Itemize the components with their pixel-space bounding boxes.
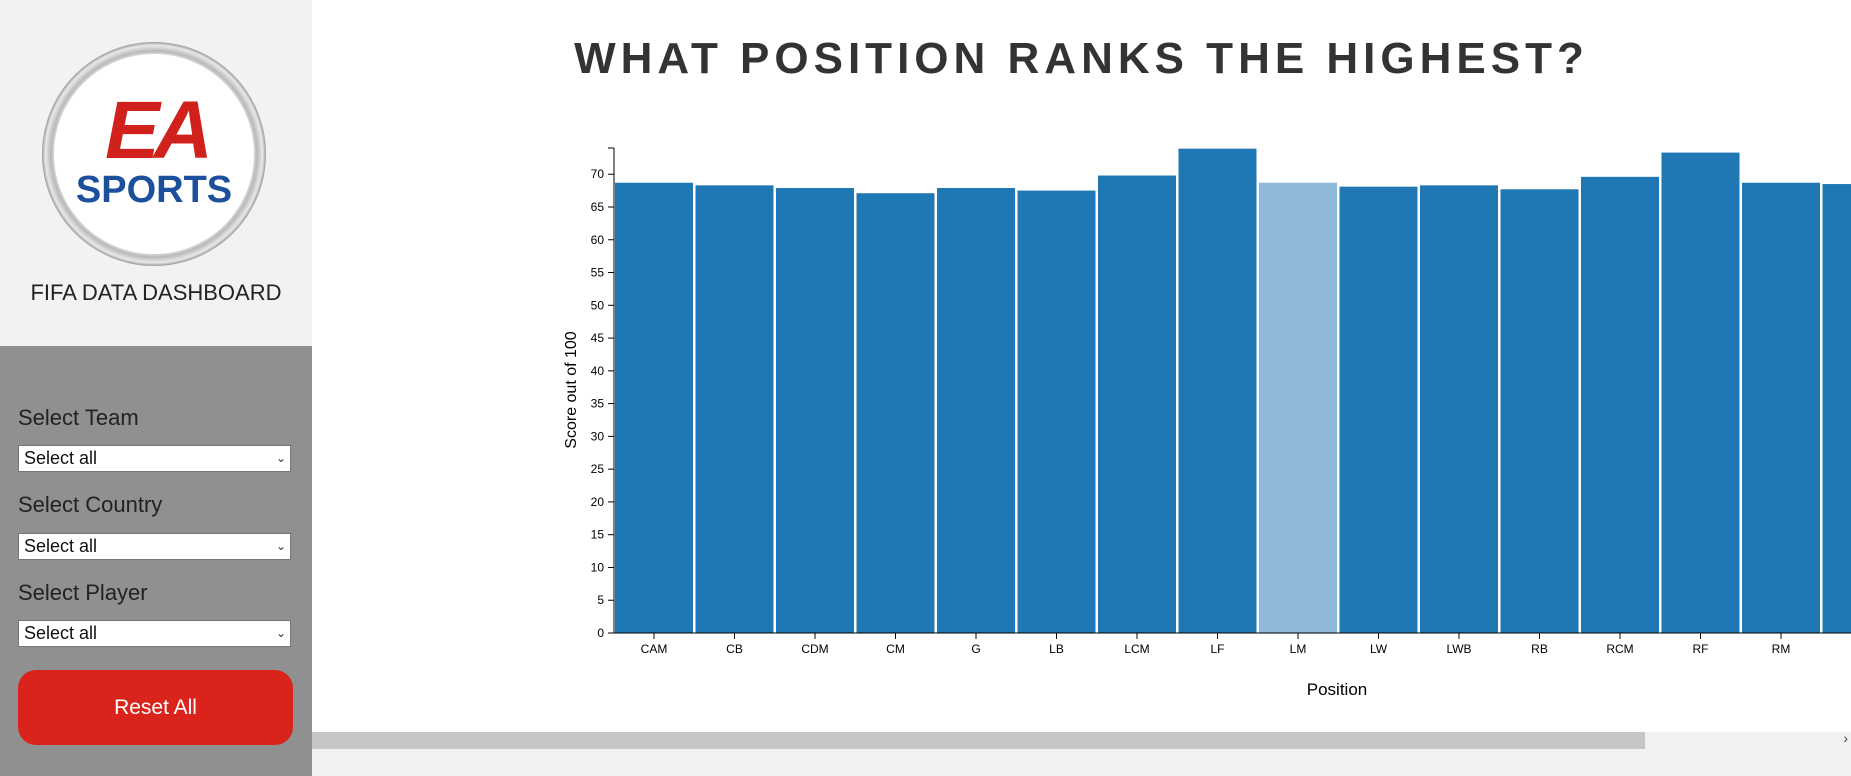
y-tick-label: 0	[597, 626, 604, 640]
x-tick-label-LF: LF	[1210, 642, 1224, 656]
team-select[interactable]: Select all ⌄	[18, 445, 291, 472]
bar-LW	[1339, 186, 1418, 633]
player-select-value: Select all	[24, 623, 98, 643]
reset-all-button[interactable]: Reset All	[18, 670, 293, 745]
y-tick-label: 35	[591, 397, 605, 411]
bar-LCM	[1098, 175, 1176, 633]
y-tick-label: 10	[591, 560, 605, 574]
page-footer-area	[312, 749, 1851, 776]
dashboard-title: FIFA DATA DASHBOARD	[30, 280, 282, 305]
sidebar-header: EA SPORTS FIFA DATA DASHBOARD	[0, 0, 312, 346]
y-tick-label: 40	[591, 364, 605, 378]
chart-panel: WHAT POSITION RANKS THE HIGHEST? 0 5 10 15 2…	[312, 0, 1851, 732]
x-tick-label-LB: LB	[1049, 642, 1064, 656]
x-tick-label-RF: RF	[1693, 642, 1709, 656]
chevron-down-icon: ⌄	[275, 626, 286, 640]
page-title: WHAT POSITION RANKS THE HIGHEST?	[574, 34, 1589, 83]
y-tick-label: 70	[591, 167, 605, 181]
bar-LM[interactable]	[1259, 182, 1337, 633]
bar-partial	[1822, 184, 1851, 633]
x-tick-label-RB: RB	[1531, 642, 1548, 656]
bar-CDM	[776, 187, 854, 633]
bar-CM	[856, 193, 935, 634]
y-tick-label: 45	[591, 331, 605, 345]
bar-RCM	[1581, 176, 1659, 634]
y-tick-label: 25	[591, 462, 605, 476]
y-tick-label: 65	[591, 200, 605, 214]
scrollbar-thumb[interactable]	[312, 732, 1645, 749]
x-tick-label-RM: RM	[1772, 642, 1791, 656]
x-tick-label-CM: CM	[886, 642, 905, 656]
sidebar: EA SPORTS FIFA DATA DASHBOARD Select Tea…	[0, 0, 312, 776]
y-tick-label: 55	[591, 266, 605, 280]
chevron-right-icon[interactable]: ›	[1843, 730, 1848, 746]
bar-CB	[695, 185, 774, 634]
chevron-down-icon: ⌄	[275, 451, 286, 465]
x-tick-label-CB: CB	[726, 642, 743, 656]
select-team-label: Select Team	[18, 405, 139, 430]
y-tick-label: 60	[591, 233, 605, 247]
select-player-label: Select Player	[18, 580, 148, 605]
y-tick-label: 15	[591, 528, 605, 542]
y-axis-label: Score out of 100	[563, 331, 580, 449]
x-tick-label-CAM: CAM	[641, 642, 668, 656]
bar-LB	[1017, 190, 1096, 633]
x-tick-label-CDM: CDM	[801, 642, 828, 656]
position-bar-chart: 0 5 10 15 20 25 30 35 40 45 50 55 60 65 70 CAM CB CDM CM G L…	[563, 147, 1851, 699]
bar-RF	[1661, 152, 1740, 634]
player-select[interactable]: Select all ⌄	[18, 620, 291, 647]
bar-CAM	[615, 182, 693, 633]
x-axis-label: Position	[1307, 680, 1367, 699]
x-tick-label-LCM: LCM	[1124, 642, 1149, 656]
chevron-down-icon: ⌄	[275, 539, 286, 553]
bar-RB	[1500, 189, 1579, 634]
x-tick-label-LM: LM	[1290, 642, 1307, 656]
x-tick-label-LW: LW	[1370, 642, 1388, 656]
team-select-value: Select all	[24, 448, 98, 468]
logo-sports-text: SPORTS	[76, 169, 232, 211]
horizontal-scrollbar[interactable]: ›	[312, 730, 1851, 749]
bar-LF	[1178, 148, 1257, 634]
select-country-label: Select Country	[18, 492, 163, 517]
ea-sports-logo-icon: EA SPORTS	[42, 42, 266, 266]
x-tick-label-RCM: RCM	[1606, 642, 1633, 656]
y-tick-label: 5	[597, 593, 604, 607]
bar-LWB	[1420, 185, 1498, 634]
bar-G	[937, 187, 1015, 633]
logo-ea-text: EA	[105, 85, 208, 176]
y-tick-label: 50	[591, 298, 605, 312]
x-tick-label-LWB: LWB	[1446, 642, 1471, 656]
y-tick-label: 30	[591, 429, 605, 443]
country-select-value: Select all	[24, 536, 98, 556]
x-tick-label-G: G	[971, 642, 980, 656]
y-tick-label: 20	[591, 495, 605, 509]
bar-RM	[1742, 182, 1820, 633]
country-select[interactable]: Select all ⌄	[18, 533, 291, 560]
